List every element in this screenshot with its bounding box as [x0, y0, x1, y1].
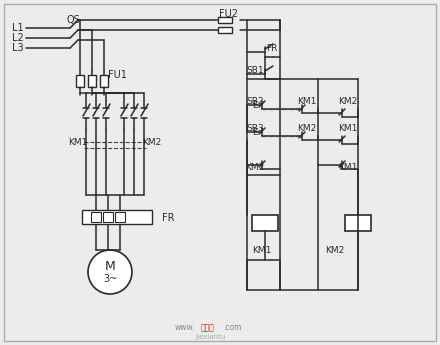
Text: KM2: KM2 — [297, 124, 317, 132]
Text: L2: L2 — [12, 33, 24, 43]
Text: FU1: FU1 — [107, 70, 126, 80]
Text: KM2: KM2 — [143, 138, 161, 147]
Text: KM1: KM1 — [297, 97, 317, 106]
Bar — [252, 215, 278, 231]
Text: M: M — [105, 259, 115, 273]
Text: SB2: SB2 — [246, 97, 264, 106]
Text: FU2: FU2 — [219, 9, 238, 19]
Circle shape — [88, 250, 132, 294]
Bar — [76, 75, 84, 87]
Text: L1: L1 — [12, 23, 24, 33]
Bar — [218, 17, 232, 23]
Text: .com: .com — [223, 324, 241, 333]
Text: 3~: 3~ — [103, 274, 117, 284]
Bar — [345, 215, 371, 231]
Bar — [218, 27, 232, 33]
Text: QS: QS — [66, 15, 80, 25]
Text: E: E — [253, 100, 258, 109]
Bar — [103, 212, 113, 222]
Bar — [115, 212, 125, 222]
Text: SB3: SB3 — [246, 124, 264, 132]
Text: www.: www. — [175, 324, 195, 333]
Bar — [82, 210, 152, 224]
Bar — [100, 75, 108, 87]
Text: SB1: SB1 — [246, 66, 264, 75]
Bar — [91, 212, 101, 222]
Text: KM2: KM2 — [338, 97, 358, 106]
Text: jiexiantu: jiexiantu — [195, 334, 225, 340]
Text: KM1: KM1 — [68, 138, 88, 147]
Text: KM2: KM2 — [325, 246, 345, 255]
Text: 接线图: 接线图 — [201, 324, 215, 333]
Text: KM1: KM1 — [338, 162, 358, 171]
Text: E: E — [253, 128, 258, 137]
Bar — [88, 75, 96, 87]
Text: FR: FR — [266, 43, 278, 52]
Text: KM1: KM1 — [338, 124, 358, 132]
Text: KM1: KM1 — [252, 246, 271, 255]
Text: FR: FR — [162, 213, 174, 223]
Text: KM2: KM2 — [246, 162, 264, 171]
Text: L3: L3 — [12, 43, 24, 53]
